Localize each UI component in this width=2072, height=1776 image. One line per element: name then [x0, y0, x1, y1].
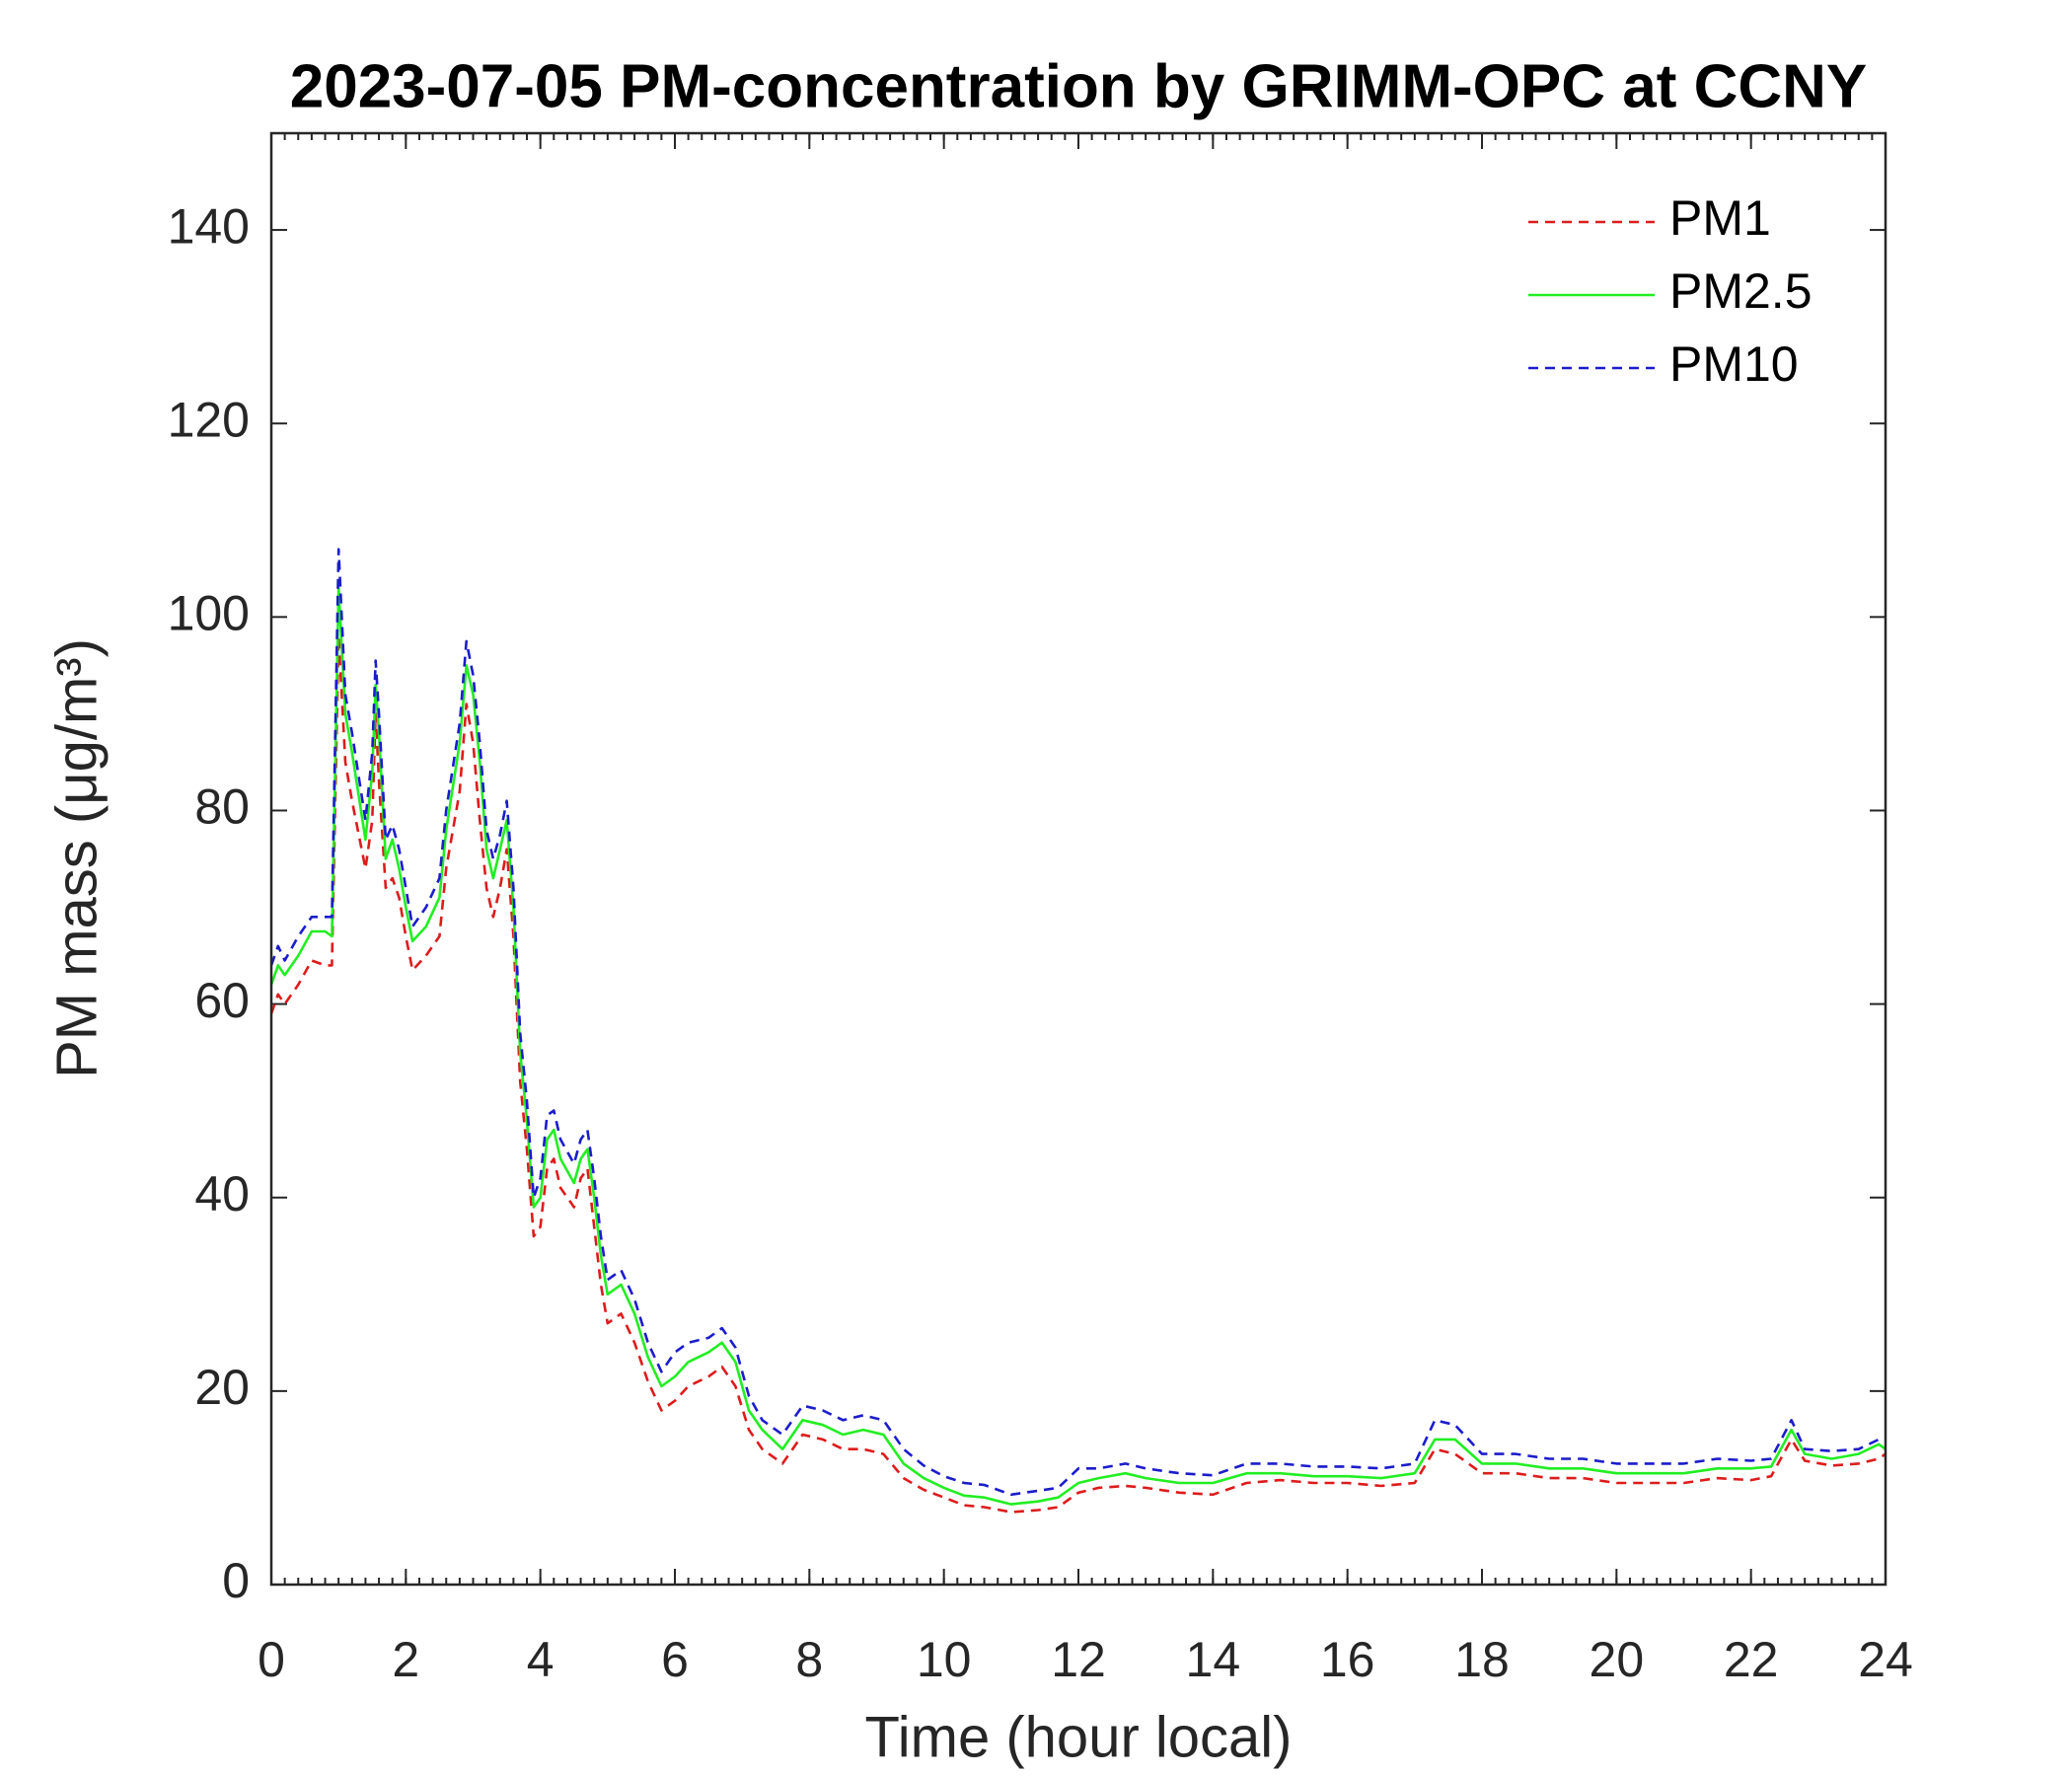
x-axis-label: Time (hour local): [865, 1705, 1293, 1769]
series-line: [269, 586, 1887, 1506]
x-tick-label: 6: [661, 1632, 689, 1687]
x-tick-label: 18: [1454, 1632, 1510, 1687]
x-tick-label: 16: [1320, 1632, 1375, 1687]
y-axis-label: PM mass (μg/m³): [44, 638, 109, 1078]
x-tick-label: 8: [795, 1632, 823, 1687]
x-tick-label: 22: [1724, 1632, 1779, 1687]
x-tick-label: 20: [1590, 1632, 1645, 1687]
legend-label: PM10: [1669, 336, 1799, 392]
series-line: [269, 634, 1887, 1514]
x-tick-label: 10: [917, 1632, 972, 1687]
y-tick-label: 80: [194, 779, 250, 835]
x-tick-label: 24: [1858, 1632, 1913, 1687]
x-tick-label: 0: [258, 1632, 285, 1687]
y-tick-label: 0: [222, 1553, 250, 1608]
x-tick-label: 2: [392, 1632, 419, 1687]
x-tick-label: 14: [1186, 1632, 1241, 1687]
y-tick-label: 140: [168, 198, 250, 254]
legend-label: PM1: [1669, 190, 1771, 246]
y-tick-label: 40: [194, 1166, 250, 1221]
y-tick-label: 120: [168, 392, 250, 447]
y-tick-label: 60: [194, 973, 250, 1028]
chart-title: 2023-07-05 PM-concentration by GRIMM-OPC…: [290, 52, 1868, 120]
y-tick-label: 20: [194, 1360, 250, 1415]
y-tick-label: 100: [168, 586, 250, 641]
plot-frame: [269, 131, 1887, 1587]
legend-label: PM2.5: [1669, 263, 1813, 319]
series-line: [269, 548, 1886, 1497]
x-tick-label: 4: [527, 1632, 555, 1687]
x-tick-label: 12: [1051, 1632, 1106, 1687]
